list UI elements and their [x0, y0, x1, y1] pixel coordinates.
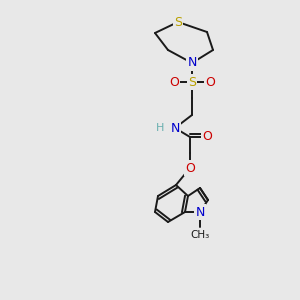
- Text: O: O: [185, 161, 195, 175]
- Text: O: O: [202, 130, 212, 143]
- Text: S: S: [174, 16, 182, 28]
- Text: H: H: [156, 123, 164, 133]
- Text: O: O: [169, 76, 179, 88]
- Text: N: N: [195, 206, 205, 218]
- Text: O: O: [205, 76, 215, 88]
- Text: CH₃: CH₃: [190, 230, 210, 240]
- Text: N: N: [187, 56, 197, 70]
- Text: N: N: [170, 122, 180, 134]
- Text: S: S: [188, 76, 196, 88]
